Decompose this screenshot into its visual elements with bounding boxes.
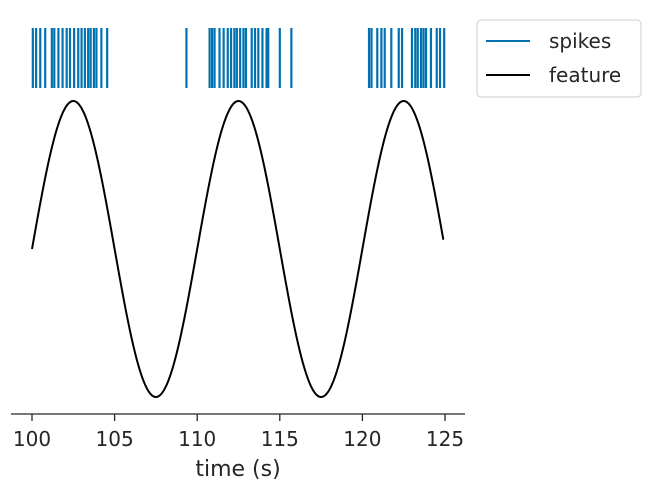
x-tick-label: 100 — [13, 427, 51, 451]
legend-box — [476, 19, 642, 98]
spike-raster — [31, 28, 446, 88]
x-tick-label: 105 — [96, 427, 134, 451]
x-tick-label: 120 — [343, 427, 381, 451]
x-tick-label: 115 — [261, 427, 299, 451]
legend-label-feature: feature — [549, 63, 621, 87]
feature-line — [31, 99, 445, 399]
x-tick-label: 125 — [426, 427, 464, 451]
legend-label-spikes: spikes — [549, 29, 611, 53]
x-axis-label: time (s) — [195, 457, 280, 482]
x-axis-ticks: 100 105 110 115 120 125 — [13, 414, 464, 451]
legend: spikes feature — [476, 19, 642, 98]
x-tick-label: 110 — [178, 427, 216, 451]
